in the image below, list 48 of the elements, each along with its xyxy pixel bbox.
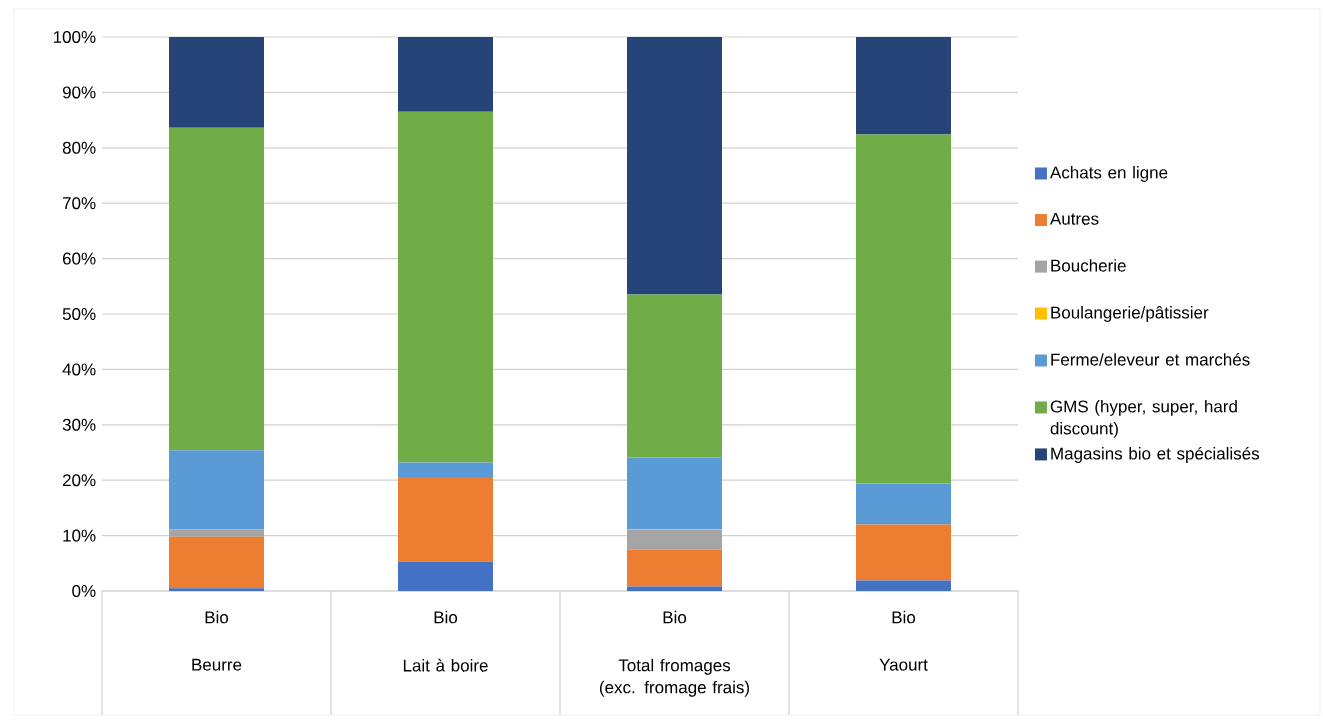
legend-label: Boulangerie/pâtissier [1051,306,1209,322]
bar [627,457,722,529]
bar [398,476,494,562]
y-tick-label: 100% [53,30,96,44]
bar [169,529,264,537]
bar [856,134,952,484]
bar [856,524,952,581]
bar [169,127,264,451]
text: Beurre [192,658,242,671]
bar [169,536,264,589]
y-tick-label: 20% [62,474,96,487]
bar [398,462,494,477]
bar [169,588,264,591]
legend-label: Autres [1049,212,1099,225]
legend-label: Achats en ligne [1049,166,1168,182]
text: Lait à boire [403,658,488,672]
x-tick-label: Bio [205,610,229,624]
bar [169,37,264,128]
bar [627,294,722,458]
y-tick-label: 90% [62,86,96,99]
y-tick-label: 60% [62,252,96,265]
bar [398,561,494,591]
legend-label: GMS (hyper, super, hard discount) [1050,400,1237,438]
y-tick-label: 80% [62,141,96,154]
y-tick-label: 50% [62,307,96,321]
y-tick-label: 30% [62,418,96,431]
x-tick-label: Bio [434,610,458,624]
text: Yaourt [879,658,928,671]
bar [856,37,952,135]
legend-label: Magasins bio et spécialisés [1051,446,1260,463]
y-tick-label: 70% [62,197,96,210]
bar [856,483,952,525]
x-tick-label: Bio [663,610,687,624]
y-tick-label: 10% [63,529,96,542]
bar [169,450,264,530]
legend-label: Ferme/eleveur et marchés [1051,352,1250,366]
text: Total fromages (exc. fromage frais) [599,658,750,697]
legend-label: Boucherie [1051,259,1126,272]
bar [627,549,722,587]
bar [398,37,494,112]
bar [627,529,722,550]
bar [627,37,722,295]
y-tick-label: 0% [72,584,96,598]
x-tick-label: Bio [892,610,916,624]
y-tick-label: 40% [62,363,96,376]
bar [627,586,722,591]
bar [398,111,494,463]
bar [856,580,952,591]
